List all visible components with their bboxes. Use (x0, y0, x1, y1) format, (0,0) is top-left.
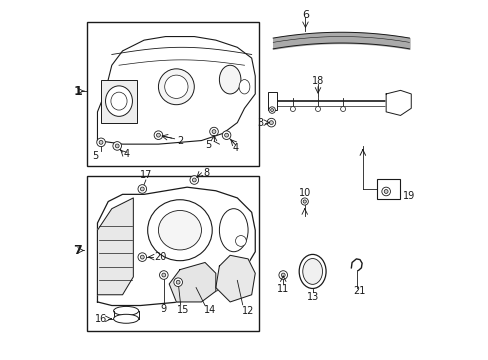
Text: 15: 15 (176, 305, 189, 315)
Ellipse shape (164, 75, 187, 98)
Circle shape (301, 198, 308, 205)
Circle shape (266, 118, 275, 127)
Text: 4: 4 (232, 143, 238, 153)
Text: 13: 13 (306, 292, 318, 302)
Text: 1: 1 (73, 85, 82, 98)
Ellipse shape (158, 69, 194, 105)
Circle shape (99, 140, 103, 144)
Bar (376, 179, 400, 199)
Bar (101, 80, 137, 123)
Circle shape (115, 144, 119, 148)
Text: 11: 11 (277, 284, 289, 294)
Text: 10: 10 (298, 188, 310, 198)
Text: 16: 16 (95, 314, 107, 324)
Bar (267, 92, 276, 110)
Circle shape (281, 273, 285, 277)
Circle shape (159, 271, 168, 279)
Circle shape (235, 235, 246, 246)
Circle shape (113, 141, 121, 150)
Circle shape (381, 187, 389, 196)
Ellipse shape (219, 65, 241, 94)
Circle shape (290, 107, 295, 112)
Ellipse shape (219, 209, 247, 252)
Text: 5: 5 (205, 140, 211, 150)
Ellipse shape (302, 258, 322, 284)
Circle shape (138, 253, 146, 261)
Ellipse shape (111, 92, 127, 110)
Ellipse shape (158, 211, 201, 250)
Ellipse shape (113, 306, 139, 315)
Ellipse shape (113, 314, 139, 323)
Circle shape (268, 107, 275, 113)
Circle shape (97, 138, 105, 147)
Text: 21: 21 (352, 286, 365, 296)
Text: 3: 3 (257, 118, 263, 128)
Circle shape (209, 127, 218, 136)
Polygon shape (97, 37, 255, 144)
Circle shape (140, 255, 144, 259)
Ellipse shape (299, 255, 325, 288)
Polygon shape (386, 90, 410, 116)
Circle shape (224, 133, 228, 137)
Circle shape (156, 133, 160, 137)
Polygon shape (97, 198, 133, 295)
Text: 12: 12 (242, 306, 254, 316)
Text: 4: 4 (123, 149, 130, 159)
Circle shape (340, 107, 345, 112)
Circle shape (212, 130, 216, 134)
Polygon shape (97, 187, 255, 306)
Bar (86, 176, 258, 330)
Circle shape (138, 185, 146, 193)
Circle shape (270, 109, 273, 112)
Text: 20: 20 (154, 252, 166, 262)
Circle shape (192, 178, 196, 182)
Ellipse shape (239, 80, 249, 94)
Circle shape (154, 131, 163, 139)
Circle shape (278, 271, 287, 279)
Text: 8: 8 (203, 168, 209, 178)
Text: 7: 7 (73, 244, 82, 257)
Ellipse shape (147, 200, 212, 261)
Circle shape (174, 278, 182, 287)
Text: 14: 14 (204, 305, 216, 315)
Circle shape (140, 187, 144, 191)
Ellipse shape (105, 86, 132, 116)
Circle shape (176, 280, 180, 284)
Circle shape (303, 200, 306, 203)
Polygon shape (215, 255, 255, 302)
Circle shape (222, 131, 230, 139)
Text: 17: 17 (140, 170, 152, 180)
Bar (86, 22, 258, 166)
Circle shape (384, 189, 387, 193)
Text: 6: 6 (302, 10, 308, 20)
Circle shape (269, 121, 273, 125)
Polygon shape (169, 262, 215, 302)
Text: 19: 19 (403, 191, 415, 201)
Text: 9: 9 (161, 304, 166, 314)
Text: 5: 5 (92, 150, 99, 161)
Circle shape (315, 107, 320, 112)
Text: 2: 2 (177, 136, 183, 146)
Circle shape (162, 273, 165, 277)
Circle shape (190, 176, 198, 184)
Text: 18: 18 (311, 76, 324, 86)
